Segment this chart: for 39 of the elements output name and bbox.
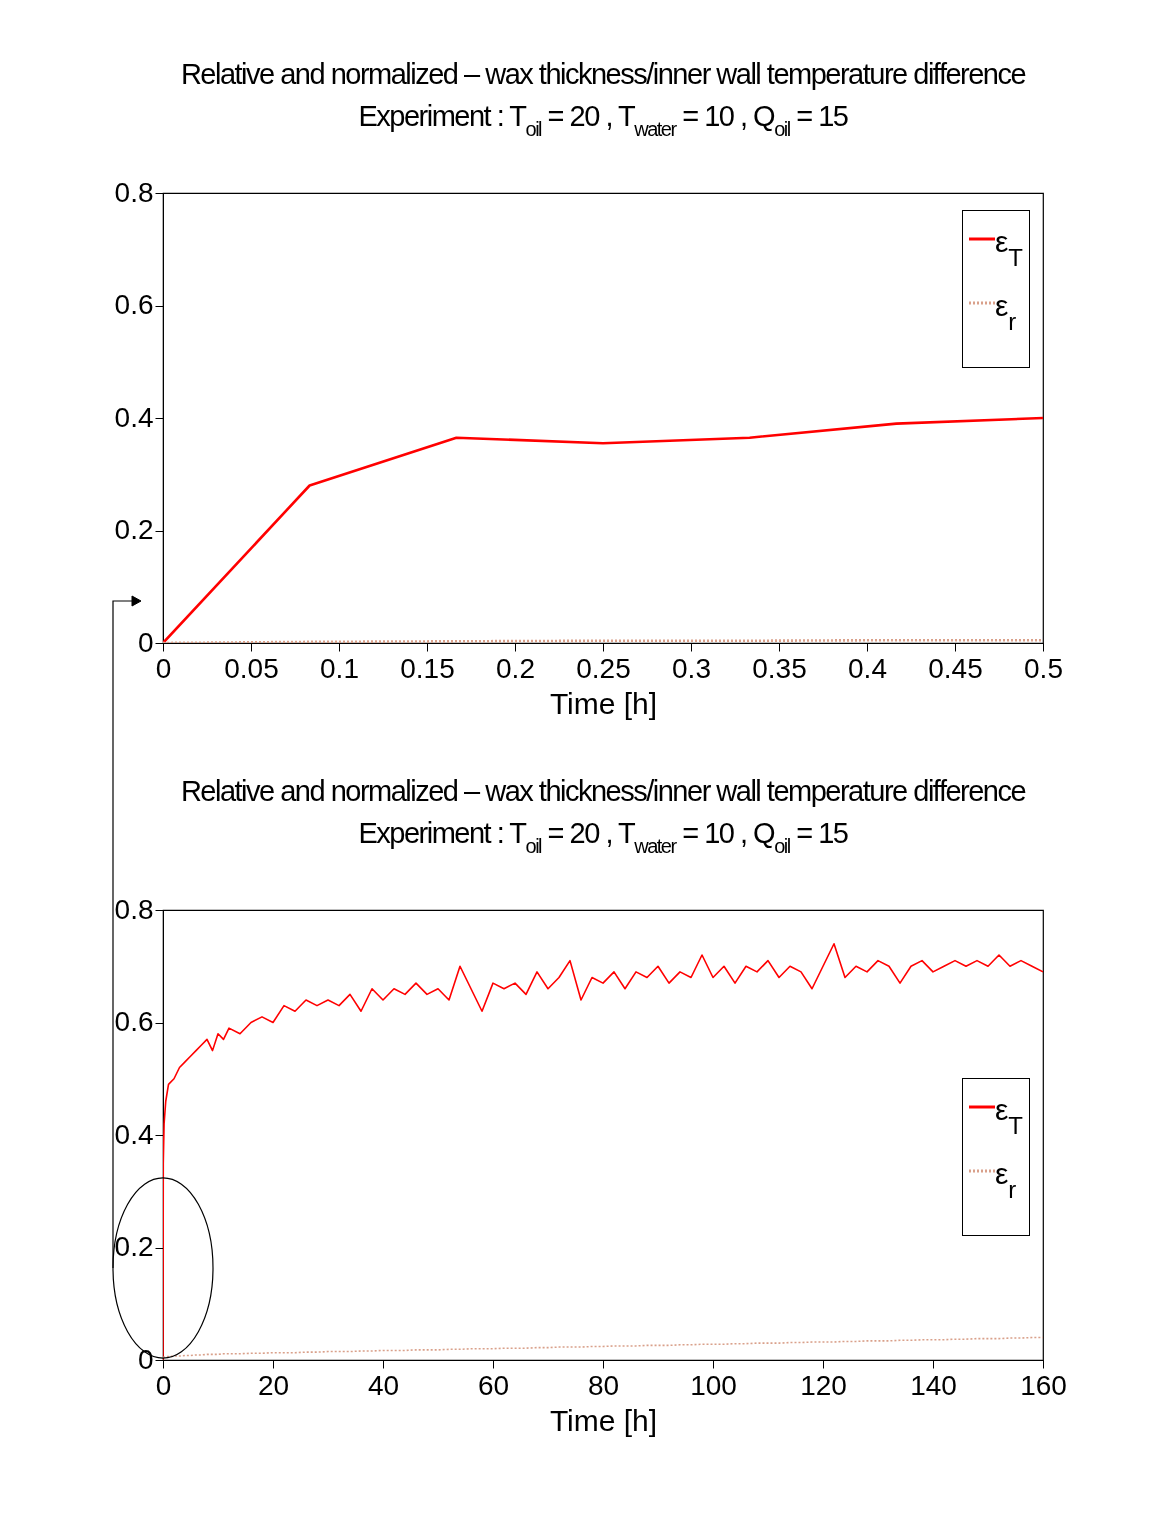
x-tick-label: 80 [587, 1369, 620, 1401]
line-series [163, 942, 1043, 1360]
x-tick-label: 0.1 [320, 652, 359, 684]
x-tick-label: 120 [800, 1369, 847, 1401]
y-tick-label: 0.2 [114, 514, 154, 545]
x-tick-label: 0.05 [224, 652, 279, 684]
y-tick-label: 0.6 [114, 1006, 154, 1037]
x-tick-label: 0.35 [752, 652, 807, 684]
x-tick-label: 0.25 [576, 652, 631, 684]
x-tick-label: 0.15 [400, 652, 455, 684]
y-tick-label: 0.4 [114, 1118, 154, 1150]
y-tick-label: 0 [137, 626, 154, 658]
x-tick-label: 0.2 [496, 652, 535, 684]
y-tick-label: 0.6 [114, 289, 154, 320]
chart-title: Relative and normalized – wax thickness/inner wall temperature difference [180, 58, 1026, 90]
x-axis-title: Time [h] [549, 1403, 658, 1437]
x-tick-label: 160 [1020, 1369, 1067, 1401]
x-tick-label: 20 [257, 1369, 290, 1401]
x-tick-label: 0.3 [672, 652, 711, 684]
x-tick-label: 0.5 [1024, 652, 1063, 684]
x-tick-label: 0.45 [928, 652, 983, 684]
y-tick-label: 0.4 [114, 401, 154, 433]
legend-label: ε$_{T}$ [994, 225, 1023, 272]
x-tick-label: 60 [477, 1369, 510, 1401]
legend-label: ε$_{r}$ [994, 1157, 1017, 1204]
legend-label: ε$_{r}$ [994, 289, 1017, 336]
y-tick-label: 0 [137, 1343, 154, 1375]
legend-label: ε$_{T}$ [994, 1093, 1023, 1140]
y-tick-label: 0.2 [114, 1231, 154, 1262]
x-tick-label: 40 [367, 1369, 400, 1401]
line-series [163, 416, 1043, 643]
x-tick-label: 100 [690, 1369, 737, 1401]
chart-title: Relative and normalized – wax thickness/inner wall temperature difference [180, 775, 1026, 807]
x-tick-label: 140 [910, 1369, 957, 1401]
x-axis-title: Time [h] [549, 686, 658, 720]
chart-subtitle: Experiment : T$_{oil}$ = 20 , T$_{water}$ = 10 , Q$_{oil}$ = 15 [358, 100, 848, 140]
line-series [163, 1336, 1043, 1358]
chart-subtitle: Experiment : T$_{oil}$ = 20 , T$_{water}$ = 10 , Q$_{oil}$ = 15 [358, 817, 848, 857]
x-tick-label: 0.4 [848, 652, 887, 684]
